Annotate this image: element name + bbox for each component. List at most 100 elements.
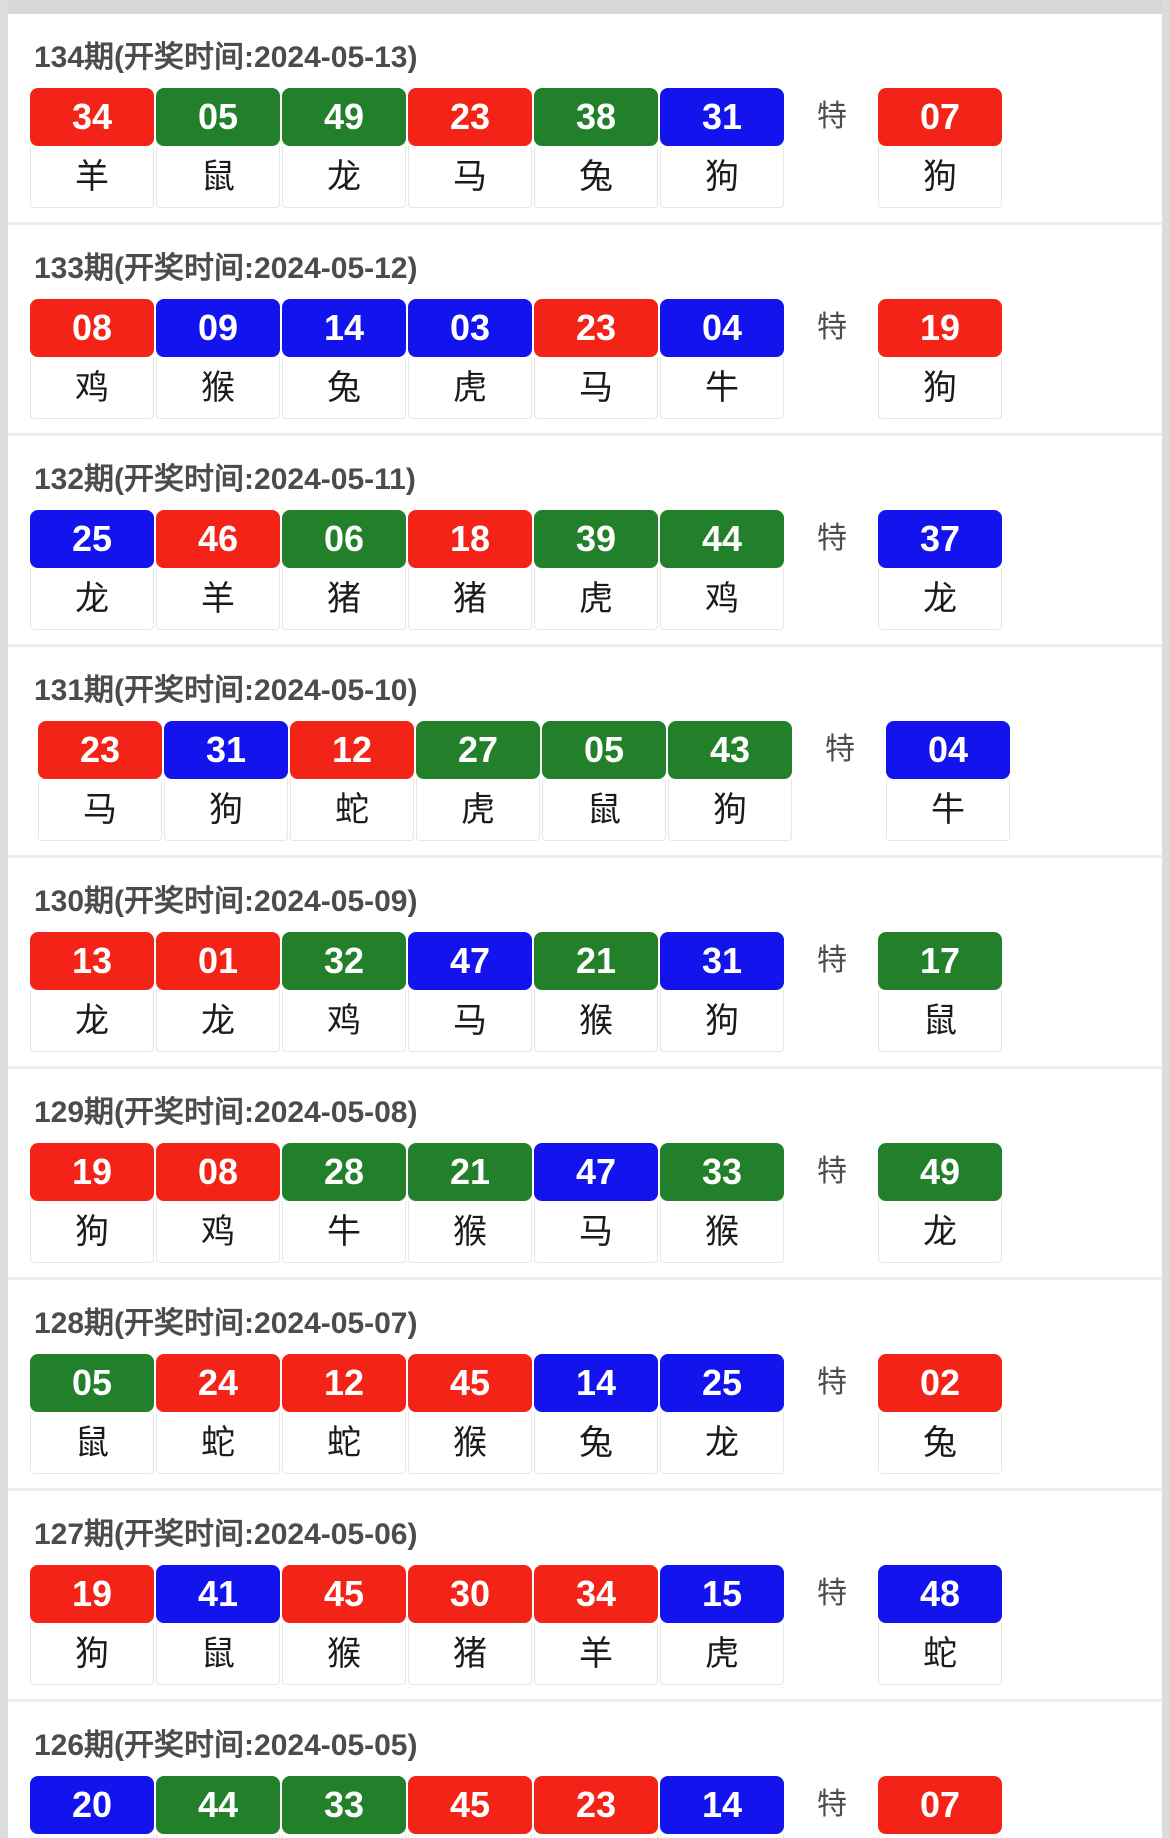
draw-block[interactable]: 128期(开奖时间:2024-05-07) 05 鼠 24 蛇 12 蛇 45 猴 14 兔 25 龙特… (8, 1280, 1162, 1491)
normal-ball[interactable]: 27 虎 (416, 721, 540, 841)
normal-ball[interactable]: 12 蛇 (282, 1354, 406, 1474)
balls-row: 19 狗 41 鼠 45 猴 30 猪 34 羊 15 虎特 48 蛇 (8, 1565, 1162, 1685)
special-ball[interactable]: 07狗 (878, 1776, 1002, 1838)
normal-ball[interactable]: 12 蛇 (290, 721, 414, 841)
normal-ball[interactable]: 08 鸡 (156, 1143, 280, 1263)
normal-ball[interactable]: 25 龙 (660, 1354, 784, 1474)
draw-block[interactable]: 127期(开奖时间:2024-05-06) 19 狗 41 鼠 45 猴 30 猪 34 羊 15 虎特… (8, 1491, 1162, 1702)
ball-number: 20 (30, 1776, 154, 1834)
ball-number: 37 (878, 510, 1002, 568)
normal-ball[interactable]: 31 狗 (164, 721, 288, 841)
draw-block[interactable]: 131期(开奖时间:2024-05-10) 23 马 31 狗 12 蛇 27 虎 05 鼠 43 狗特… (8, 647, 1162, 858)
normal-ball[interactable]: 23马 (534, 1776, 658, 1838)
normal-ball[interactable]: 18 猪 (408, 510, 532, 630)
draw-block[interactable]: 126期(开奖时间:2024-05-05)20鸡44鸡33猴45猴23马14兔特… (8, 1702, 1162, 1838)
normal-ball[interactable]: 04 牛 (660, 299, 784, 419)
normal-ball[interactable]: 31 狗 (660, 88, 784, 208)
normal-ball[interactable]: 06 猪 (282, 510, 406, 630)
normal-ball[interactable]: 34 羊 (534, 1565, 658, 1685)
ball-number: 06 (282, 510, 406, 568)
special-ball[interactable]: 48 蛇 (878, 1565, 1002, 1685)
ball-zodiac: 鼠 (30, 1412, 154, 1474)
normal-ball[interactable]: 39 虎 (534, 510, 658, 630)
ball-zodiac: 牛 (886, 779, 1010, 841)
normal-ball[interactable]: 03 虎 (408, 299, 532, 419)
ball-zodiac: 鸡 (282, 990, 406, 1052)
normal-ball[interactable]: 21 猴 (534, 932, 658, 1052)
ball-zodiac: 狗 (30, 1623, 154, 1685)
draw-block[interactable]: 133期(开奖时间:2024-05-12) 08 鸡 09 猴 14 兔 03 虎 23 马 04 牛特… (8, 225, 1162, 436)
normal-ball[interactable]: 14兔 (660, 1776, 784, 1838)
normal-ball[interactable]: 19 狗 (30, 1143, 154, 1263)
ball-zodiac: 兔 (534, 146, 658, 208)
balls-row: 05 鼠 24 蛇 12 蛇 45 猴 14 兔 25 龙特 02 兔 (8, 1354, 1162, 1474)
ball-zodiac: 虎 (416, 779, 540, 841)
ball-zodiac: 猴 (534, 990, 658, 1052)
draw-block[interactable]: 134期(开奖时间:2024-05-13) 34 羊 05 鼠 49 龙 23 马 38 兔 31 狗特… (8, 14, 1162, 225)
normal-ball[interactable]: 45猴 (408, 1776, 532, 1838)
normal-ball[interactable]: 32 鸡 (282, 932, 406, 1052)
ball-number: 03 (408, 299, 532, 357)
ball-zodiac: 狗 (878, 1834, 1002, 1838)
ball-zodiac: 龙 (660, 1412, 784, 1474)
normal-ball[interactable]: 09 猴 (156, 299, 280, 419)
ball-zodiac: 猴 (660, 1201, 784, 1263)
normal-ball[interactable]: 28 牛 (282, 1143, 406, 1263)
normal-ball[interactable]: 20鸡 (30, 1776, 154, 1838)
normal-ball[interactable]: 33猴 (282, 1776, 406, 1838)
special-ball[interactable]: 49 龙 (878, 1143, 1002, 1263)
ball-number: 05 (542, 721, 666, 779)
normal-ball[interactable]: 05 鼠 (156, 88, 280, 208)
normal-ball[interactable]: 41 鼠 (156, 1565, 280, 1685)
ball-number: 34 (30, 88, 154, 146)
normal-ball[interactable]: 21 猴 (408, 1143, 532, 1263)
special-ball[interactable]: 37 龙 (878, 510, 1002, 630)
draw-block[interactable]: 132期(开奖时间:2024-05-11) 25 龙 46 羊 06 猪 18 猪 39 虎 44 鸡特… (8, 436, 1162, 647)
normal-ball[interactable]: 25 龙 (30, 510, 154, 630)
special-label: 特 (817, 100, 847, 133)
draw-block[interactable]: 130期(开奖时间:2024-05-09) 13 龙 01 龙 32 鸡 47 马 21 猴 31 狗特… (8, 858, 1162, 1069)
normal-ball[interactable]: 49 龙 (282, 88, 406, 208)
ball-zodiac: 虎 (408, 357, 532, 419)
balls-row: 34 羊 05 鼠 49 龙 23 马 38 兔 31 狗特 07 狗 (8, 88, 1162, 208)
normal-ball[interactable]: 47 马 (408, 932, 532, 1052)
normal-ball[interactable]: 08 鸡 (30, 299, 154, 419)
normal-ball[interactable]: 34 羊 (30, 88, 154, 208)
normal-ball[interactable]: 15 虎 (660, 1565, 784, 1685)
ball-zodiac: 虎 (534, 568, 658, 630)
ball-number: 12 (282, 1354, 406, 1412)
normal-ball[interactable]: 31 狗 (660, 932, 784, 1052)
special-ball[interactable]: 19 狗 (878, 299, 1002, 419)
ball-number: 25 (660, 1354, 784, 1412)
normal-ball[interactable]: 43 狗 (668, 721, 792, 841)
normal-ball[interactable]: 46 羊 (156, 510, 280, 630)
normal-ball[interactable]: 24 蛇 (156, 1354, 280, 1474)
draw-results-list: 134期(开奖时间:2024-05-13) 34 羊 05 鼠 49 龙 23 马 38 兔 31 狗特… (8, 14, 1162, 1838)
normal-ball[interactable]: 13 龙 (30, 932, 154, 1052)
ball-zodiac: 蛇 (290, 779, 414, 841)
special-ball[interactable]: 04 牛 (886, 721, 1010, 841)
normal-ball[interactable]: 44鸡 (156, 1776, 280, 1838)
normal-ball[interactable]: 05 鼠 (542, 721, 666, 841)
special-label: 特 (817, 1577, 847, 1610)
normal-ball[interactable]: 47 马 (534, 1143, 658, 1263)
normal-ball[interactable]: 05 鼠 (30, 1354, 154, 1474)
draw-block[interactable]: 129期(开奖时间:2024-05-08) 19 狗 08 鸡 28 牛 21 猴 47 马 33 猴特… (8, 1069, 1162, 1280)
normal-ball[interactable]: 30 猪 (408, 1565, 532, 1685)
special-ball[interactable]: 17 鼠 (878, 932, 1002, 1052)
normal-ball[interactable]: 19 狗 (30, 1565, 154, 1685)
normal-ball[interactable]: 01 龙 (156, 932, 280, 1052)
normal-ball[interactable]: 38 兔 (534, 88, 658, 208)
special-ball[interactable]: 02 兔 (878, 1354, 1002, 1474)
ball-zodiac: 兔 (660, 1834, 784, 1838)
